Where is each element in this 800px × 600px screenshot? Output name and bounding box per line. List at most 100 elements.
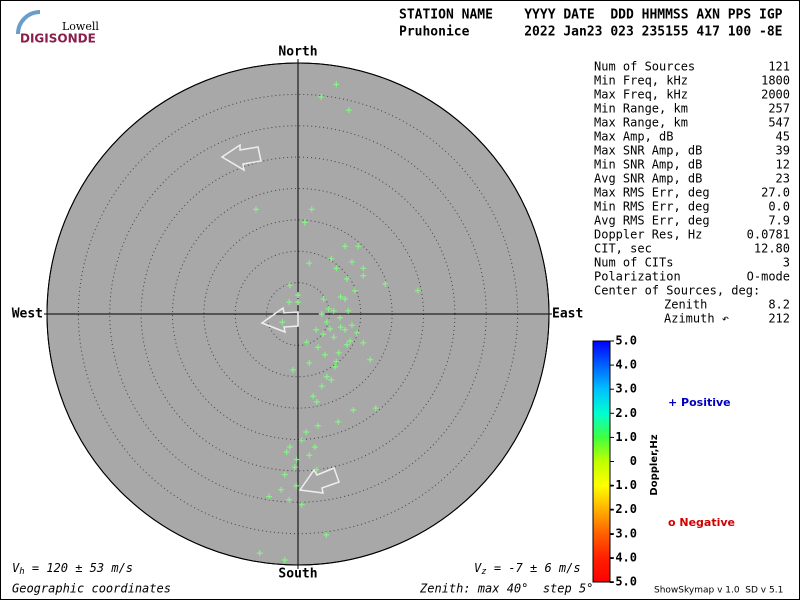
vh-sub: h [19, 567, 24, 577]
source-point [333, 358, 340, 365]
stat-value: 3 [783, 256, 790, 270]
source-point [333, 81, 340, 88]
stat-label: CIT, sec [594, 242, 652, 256]
source-point [281, 556, 288, 563]
logo-arc [16, 10, 41, 35]
stat-label: Max RMS Err, deg [594, 186, 710, 200]
colorbar-tick-label: 2.0 [615, 406, 637, 420]
source-point [414, 287, 421, 294]
source-point [360, 339, 367, 346]
stat-value: 2000 [761, 88, 790, 102]
source-point [352, 287, 359, 294]
arrow [298, 467, 340, 494]
source-point [343, 275, 350, 282]
source-point [335, 349, 342, 356]
source-point [281, 471, 288, 478]
source-point [311, 444, 318, 451]
compass-north: North [278, 45, 317, 60]
colorbar-tick-label: -3.0 [608, 526, 637, 540]
stat-value: 12.80 [754, 242, 790, 256]
compass-west: West [12, 307, 43, 322]
vh-rest: = 120 ± 53 m/s [25, 561, 133, 575]
stat-label: Max SNR Amp, dB [594, 144, 702, 158]
source-point [286, 282, 293, 289]
logo-top: Lowell [62, 20, 99, 33]
source-point [321, 351, 328, 358]
source-point [303, 339, 310, 346]
center-title: Center of Sources, deg: [594, 284, 760, 298]
source-point [328, 376, 335, 383]
source-point [333, 265, 340, 272]
source-point [295, 299, 301, 306]
source-point [313, 466, 320, 473]
colorbar-tick-label: -2.0 [608, 502, 637, 516]
stat-value: 12 [776, 158, 790, 172]
source-point [318, 311, 325, 317]
source-point [313, 398, 320, 405]
source-point [332, 363, 339, 370]
source-point [306, 260, 313, 267]
source-point [286, 444, 293, 451]
stat-value: 547 [768, 116, 790, 130]
source-point [252, 206, 259, 213]
stat-label: Max Freq, kHz [594, 88, 688, 102]
source-point [315, 344, 322, 351]
source-point [266, 493, 273, 500]
source-point [327, 326, 334, 333]
vh-v: V [12, 561, 20, 575]
vh: Vh = 120 ± 53 m/s [12, 561, 133, 577]
stat-label: Num of Sources [594, 60, 695, 74]
stat-value: O-mode [747, 270, 790, 284]
source-point [337, 324, 344, 331]
version: ShowSkymap v 1.0 SD v 5.1 [654, 586, 783, 596]
source-point [313, 326, 320, 333]
stat-label: Avg SNR Amp, dB [594, 172, 702, 186]
source-point [298, 437, 305, 444]
stat-value: 257 [768, 102, 790, 116]
stat-label: Max Range, km [594, 116, 688, 130]
colorbar-tick-label: -1.0 [608, 478, 637, 492]
source-point [343, 341, 350, 348]
stat-label: Min Freq, kHz [594, 74, 688, 88]
source-point [278, 486, 285, 493]
stat-value: 0.0781 [747, 228, 790, 242]
source-point [320, 331, 327, 338]
legend-negative: o Negative [668, 516, 735, 529]
source-point [330, 307, 337, 314]
source-point [323, 319, 330, 326]
center-label: Azimuth ↶ [664, 312, 729, 326]
source-point [330, 334, 337, 341]
source-point [360, 272, 367, 279]
source-point [328, 255, 335, 262]
source-point [286, 496, 293, 503]
coords: Geographic coordinates [12, 582, 171, 596]
source-point [320, 295, 327, 302]
source-point [283, 449, 290, 456]
source-point [342, 243, 349, 250]
legend-positive: + Positive [668, 396, 731, 409]
zenith-info: Zenith: max 40° step 5° [419, 582, 593, 596]
source-point [318, 383, 325, 390]
stat-label: Polarization [594, 270, 681, 284]
center-label: Zenith [664, 298, 707, 312]
source-point [337, 294, 344, 301]
source-point [308, 206, 315, 213]
source-point [347, 337, 354, 344]
source-point [323, 373, 330, 380]
source-point [325, 305, 332, 312]
source-point [279, 319, 286, 326]
source-point [323, 531, 330, 538]
center-value: 212 [768, 312, 790, 326]
logo-bottom: DIGISONDE [20, 32, 96, 46]
source-point [348, 322, 355, 329]
colorbar-tick-label: 0 [630, 454, 637, 468]
compass-east: East [552, 307, 583, 322]
source-point [310, 393, 317, 400]
source-point [315, 422, 322, 429]
source-point [342, 326, 349, 333]
source-point [286, 299, 293, 306]
header-line: STATION NAME YYYY DATE DDD HHMMSS AXN PP… [399, 8, 783, 23]
source-point [367, 356, 374, 363]
source-point [306, 359, 313, 366]
